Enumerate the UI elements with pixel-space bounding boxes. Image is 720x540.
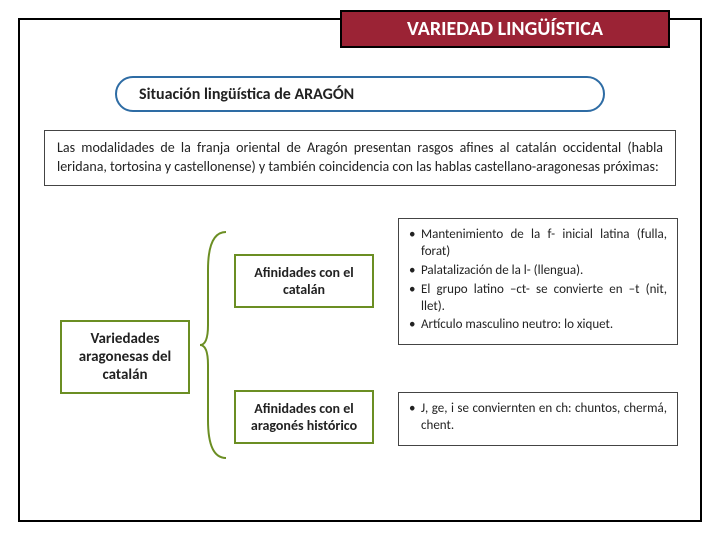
branch-node-catalan: Afinidades con el catalán <box>234 254 374 308</box>
branch-node-aragones: Afinidades con el aragonés histórico <box>234 390 374 444</box>
slide-title: VARIEDAD LINGÜÍSTICA <box>340 10 670 48</box>
bullet-list: J, ge, i se conviernten en ch: chuntos, … <box>407 401 667 435</box>
detail-box-catalan: Mantenimiento de la f- inicial latina (f… <box>398 218 678 345</box>
root-node-label: Variedades aragonesas del catalán <box>79 330 172 384</box>
branch-label: Afinidades con el catalán <box>254 264 353 298</box>
intro-text: Las modalidades de la franja oriental de… <box>57 139 663 175</box>
bullet-item: Palatalización de la l- (llengua). <box>407 263 667 280</box>
bullet-item: El grupo latino –ct- se convierte en –t … <box>407 282 667 316</box>
slide-frame: VARIEDAD LINGÜÍSTICA Situación lingüísti… <box>18 18 702 522</box>
bullet-item: J, ge, i se conviernten en ch: chuntos, … <box>407 401 667 435</box>
detail-box-aragones: J, ge, i se conviernten en ch: chuntos, … <box>398 392 678 446</box>
slide-subtitle: Situación lingüística de ARAGÓN <box>115 76 605 112</box>
bullet-list: Mantenimiento de la f- inicial latina (f… <box>407 227 667 334</box>
intro-paragraph: Las modalidades de la franja oriental de… <box>44 130 676 186</box>
bullet-item: Mantenimiento de la f- inicial latina (f… <box>407 227 667 261</box>
slide-title-text: VARIEDAD LINGÜÍSTICA <box>407 17 603 41</box>
tree-brace <box>198 230 228 460</box>
bullet-item: Artículo masculino neutro: lo xiquet. <box>407 317 667 334</box>
slide-subtitle-text: Situación lingüística de ARAGÓN <box>139 85 354 104</box>
branch-label: Afinidades con el aragonés histórico <box>251 400 357 434</box>
root-node: Variedades aragonesas del catalán <box>60 320 190 394</box>
